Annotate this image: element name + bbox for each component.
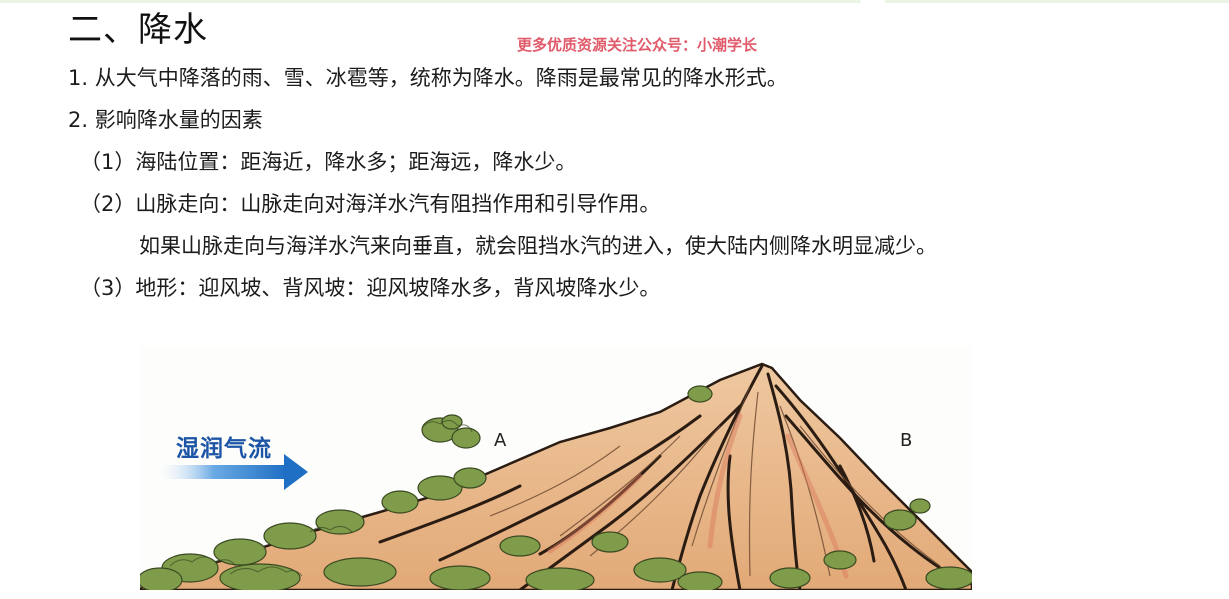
leeward-label-b: B	[900, 430, 913, 451]
vegetation-icon	[140, 385, 972, 590]
factor-mountain-direction: （2）山脉走向：山脉走向对海洋水汽有阻挡作用和引导作用。	[80, 192, 661, 216]
factors-heading: 2. 影响降水量的因素	[68, 108, 263, 132]
factor-land-sea: （1）海陆位置：距海近，降水多；距海远，降水少。	[80, 150, 577, 174]
top-accent-bar	[0, 0, 1229, 3]
mountain-drawing	[140, 362, 972, 590]
watermark-text: 更多优质资源关注公众号：小潮学长	[517, 36, 758, 54]
airflow-arrow-icon	[154, 454, 308, 490]
windward-label-a: A	[494, 430, 507, 451]
mountain-illustration: 湿润气流 A B	[140, 346, 972, 590]
definition-line: 1. 从大气中降落的雨、雪、冰雹等，统称为降水。降雨是最常见的降水形式。	[68, 66, 788, 90]
factor-mountain-detail: 如果山脉走向与海洋水汽来向垂直，就会阻挡水汽的进入，使大陆内侧降水明显减少。	[139, 234, 937, 258]
factor-terrain: （3）地形：迎风坡、背风坡：迎风坡降水多，背风坡降水少。	[80, 276, 661, 300]
page-title: 二、降水	[68, 10, 208, 50]
airflow-label: 湿润气流	[176, 436, 272, 462]
